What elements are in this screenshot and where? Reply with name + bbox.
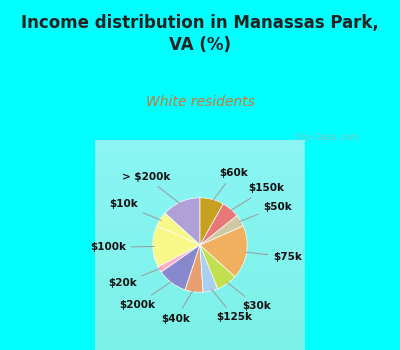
Wedge shape: [200, 198, 223, 245]
Text: $30k: $30k: [227, 282, 271, 311]
Text: $40k: $40k: [162, 290, 193, 324]
Text: $10k: $10k: [109, 199, 161, 220]
Wedge shape: [161, 245, 200, 290]
Wedge shape: [200, 204, 237, 245]
Wedge shape: [200, 216, 243, 245]
Text: $75k: $75k: [245, 252, 302, 262]
Wedge shape: [153, 226, 200, 267]
Text: $200k: $200k: [120, 281, 172, 309]
Text: $60k: $60k: [212, 168, 248, 201]
Text: > $200k: > $200k: [122, 172, 180, 204]
Wedge shape: [157, 213, 200, 245]
Wedge shape: [185, 245, 203, 292]
Wedge shape: [200, 226, 247, 277]
Wedge shape: [200, 245, 218, 292]
Text: $50k: $50k: [240, 202, 292, 222]
Text: $20k: $20k: [108, 268, 160, 288]
Text: White residents: White residents: [146, 94, 254, 108]
Text: City-Data.com: City-Data.com: [288, 133, 358, 142]
Wedge shape: [165, 198, 200, 245]
Text: $100k: $100k: [90, 243, 154, 252]
Text: $150k: $150k: [230, 183, 284, 211]
Text: $125k: $125k: [211, 289, 252, 322]
Wedge shape: [158, 245, 200, 272]
Text: Income distribution in Manassas Park,
VA (%): Income distribution in Manassas Park, VA…: [21, 14, 379, 54]
Wedge shape: [200, 245, 235, 289]
